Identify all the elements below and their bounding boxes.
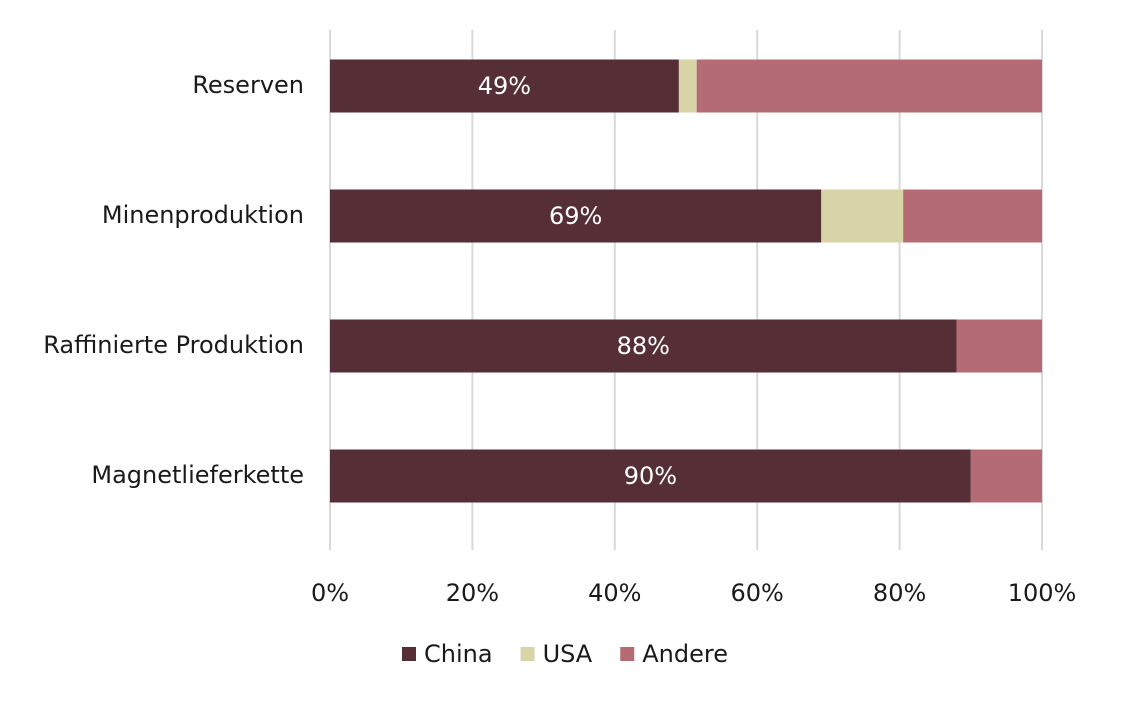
x-tick-label: 100% (1008, 579, 1077, 607)
x-tick-label: 60% (731, 579, 784, 607)
bar-segment (330, 189, 822, 243)
x-tick-label: 80% (873, 579, 926, 607)
legend-label: China (424, 640, 493, 668)
bar-segment (956, 319, 1042, 373)
bar-segment (330, 319, 957, 373)
bar-segment (678, 59, 697, 113)
y-tick-label: Minenproduktion (102, 201, 304, 229)
value-label: 90% (624, 462, 677, 490)
value-label: 88% (617, 332, 670, 360)
x-tick-label: 0% (311, 579, 349, 607)
legend-swatch (620, 647, 635, 661)
y-tick-label: Magnetlieferkette (91, 461, 304, 489)
bar-segment (903, 189, 1042, 243)
value-label: 49% (478, 72, 531, 100)
bar-segment (330, 59, 679, 113)
bar-segment (970, 449, 1042, 503)
legend-swatch (402, 647, 416, 661)
bar-segment (330, 449, 971, 503)
y-tick-label: Reserven (192, 71, 304, 99)
x-tick-label: 40% (588, 579, 641, 607)
value-label: 69% (549, 202, 602, 230)
y-tick-label: Raffinierte Produktion (43, 331, 304, 359)
x-tick-label: 20% (446, 579, 499, 607)
legend-label: USA (543, 640, 593, 668)
bar-segment (821, 189, 904, 243)
bar-segment (696, 59, 1042, 113)
legend-swatch (520, 647, 535, 661)
legend-label: Andere (642, 640, 728, 668)
